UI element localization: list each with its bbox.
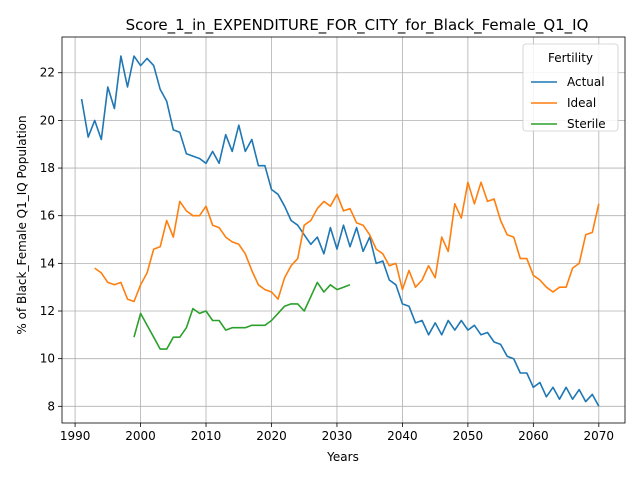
series-lines (80, 55, 600, 407)
y-tick-label: 14 (40, 256, 55, 270)
legend-label-sterile: Sterile (567, 117, 606, 131)
series-line-actual (80, 55, 600, 407)
axes (61, 36, 626, 424)
grid-lines (62, 37, 625, 423)
y-axis-label: % of Black_Female Q1_IQ Population (15, 115, 29, 334)
y-tick-label: 8 (47, 399, 55, 413)
series-line-sterile (133, 281, 351, 350)
x-tick-label: 2050 (453, 429, 484, 443)
y-tick-label: 22 (40, 66, 55, 80)
x-axis-label: Years (326, 450, 359, 464)
x-tick-label: 2030 (322, 429, 353, 443)
x-axis-ticks: 1990 2000 2010 2020 2030 2040 2050 2060 2070 (60, 423, 614, 443)
x-tick-label: 2060 (518, 429, 549, 443)
y-tick-label: 12 (40, 304, 55, 318)
x-tick-label: 2010 (191, 429, 222, 443)
x-tick-label: 1990 (60, 429, 91, 443)
chart-title: Score_1_in_EXPENDITURE_FOR_CITY_for_Blac… (126, 16, 589, 35)
y-tick-label: 18 (40, 161, 55, 175)
legend-box (522, 43, 619, 132)
y-tick-label: 16 (40, 209, 55, 223)
plot-frame (61, 36, 626, 424)
legend-label-actual: Actual (567, 75, 605, 89)
legend-title: Fertility (548, 51, 593, 65)
legend: Fertility Actual Ideal Sterile (522, 43, 619, 132)
x-tick-label: 2040 (387, 429, 418, 443)
y-tick-label: 20 (40, 113, 55, 127)
y-tick-label: 10 (40, 352, 55, 366)
y-axis-ticks: 8 10 12 14 16 18 20 22 (40, 66, 62, 413)
x-tick-label: 2000 (125, 429, 156, 443)
x-tick-label: 2020 (256, 429, 287, 443)
legend-label-ideal: Ideal (567, 96, 596, 110)
x-tick-label: 2070 (584, 429, 615, 443)
series-line-ideal (94, 181, 600, 303)
